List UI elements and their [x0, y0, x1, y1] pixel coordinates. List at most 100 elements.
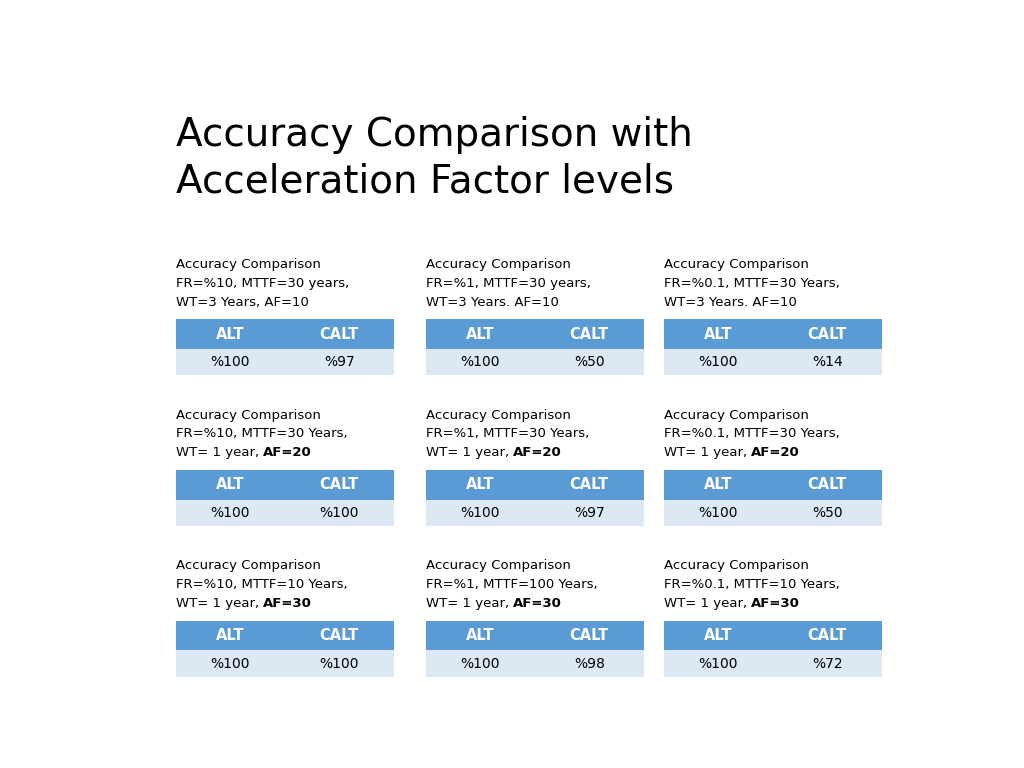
Text: Accuracy Comparison with
Acceleration Factor levels: Accuracy Comparison with Acceleration Fa… — [176, 116, 692, 200]
Text: Accuracy Comparison: Accuracy Comparison — [664, 258, 809, 271]
Text: CALT: CALT — [808, 326, 847, 342]
Text: %97: %97 — [324, 355, 354, 369]
Text: Accuracy Comparison: Accuracy Comparison — [176, 258, 321, 271]
Bar — [773, 470, 882, 500]
Bar — [426, 319, 535, 349]
Text: ALT: ALT — [703, 628, 732, 643]
Bar — [535, 650, 644, 677]
Text: CALT: CALT — [569, 478, 609, 492]
Text: %100: %100 — [461, 657, 500, 670]
Bar — [285, 500, 394, 526]
Text: ALT: ALT — [466, 478, 495, 492]
Text: FR=%0.1, MTTF=30 Years,: FR=%0.1, MTTF=30 Years, — [664, 428, 840, 441]
Text: %100: %100 — [319, 657, 359, 670]
Text: WT= 1 year,: WT= 1 year, — [664, 446, 751, 459]
Text: WT= 1 year,: WT= 1 year, — [426, 598, 513, 611]
Text: %97: %97 — [573, 506, 604, 520]
Bar — [176, 319, 285, 349]
Bar — [285, 650, 394, 677]
Text: FR=%0.1, MTTF=30 Years,: FR=%0.1, MTTF=30 Years, — [664, 276, 840, 290]
Bar — [664, 650, 773, 677]
Text: %100: %100 — [210, 506, 250, 520]
Text: FR=%10, MTTF=30 years,: FR=%10, MTTF=30 years, — [176, 276, 349, 290]
Text: %50: %50 — [812, 506, 843, 520]
Bar — [773, 650, 882, 677]
Text: AF=30: AF=30 — [513, 598, 562, 611]
Text: %98: %98 — [573, 657, 605, 670]
Bar — [285, 470, 394, 500]
Bar — [176, 349, 285, 376]
Text: FR=%10, MTTF=10 Years,: FR=%10, MTTF=10 Years, — [176, 578, 347, 591]
Text: Accuracy Comparison: Accuracy Comparison — [664, 559, 809, 572]
Text: WT= 1 year,: WT= 1 year, — [664, 598, 751, 611]
Bar — [426, 621, 535, 650]
Text: CALT: CALT — [808, 628, 847, 643]
Text: ALT: ALT — [466, 326, 495, 342]
Bar — [664, 319, 773, 349]
Bar — [664, 500, 773, 526]
Text: %72: %72 — [812, 657, 843, 670]
Text: AF=30: AF=30 — [751, 598, 800, 611]
Text: FR=%0.1, MTTF=10 Years,: FR=%0.1, MTTF=10 Years, — [664, 578, 840, 591]
Bar — [426, 349, 535, 376]
Text: ALT: ALT — [216, 628, 245, 643]
Text: Accuracy Comparison: Accuracy Comparison — [664, 409, 809, 422]
Bar — [285, 319, 394, 349]
Text: ALT: ALT — [216, 326, 245, 342]
Bar — [664, 349, 773, 376]
Text: CALT: CALT — [569, 326, 609, 342]
Text: AF=20: AF=20 — [513, 446, 562, 459]
Bar — [535, 621, 644, 650]
Text: Accuracy Comparison: Accuracy Comparison — [426, 409, 570, 422]
Text: CALT: CALT — [808, 478, 847, 492]
Text: WT=3 Years. AF=10: WT=3 Years. AF=10 — [664, 296, 797, 309]
Text: AF=20: AF=20 — [263, 446, 311, 459]
Text: WT=3 Years. AF=10: WT=3 Years. AF=10 — [426, 296, 558, 309]
Bar — [664, 621, 773, 650]
Text: ALT: ALT — [216, 478, 245, 492]
Bar — [773, 319, 882, 349]
Text: %100: %100 — [210, 355, 250, 369]
Text: Accuracy Comparison: Accuracy Comparison — [426, 258, 570, 271]
Text: WT= 1 year,: WT= 1 year, — [176, 446, 263, 459]
Bar — [426, 650, 535, 677]
Text: CALT: CALT — [319, 326, 359, 342]
Bar — [773, 349, 882, 376]
Bar — [176, 470, 285, 500]
Text: WT= 1 year,: WT= 1 year, — [176, 598, 263, 611]
Text: %100: %100 — [461, 355, 500, 369]
Bar — [664, 470, 773, 500]
Text: CALT: CALT — [319, 628, 359, 643]
Text: ALT: ALT — [703, 326, 732, 342]
Bar — [535, 349, 644, 376]
Text: FR=%1, MTTF=100 Years,: FR=%1, MTTF=100 Years, — [426, 578, 597, 591]
Bar — [176, 650, 285, 677]
Text: CALT: CALT — [569, 628, 609, 643]
Text: %100: %100 — [319, 506, 359, 520]
Bar — [773, 621, 882, 650]
Bar — [176, 500, 285, 526]
Text: FR=%10, MTTF=30 Years,: FR=%10, MTTF=30 Years, — [176, 428, 347, 441]
Text: %100: %100 — [698, 506, 738, 520]
Text: %100: %100 — [210, 657, 250, 670]
Text: %100: %100 — [698, 355, 738, 369]
Text: ALT: ALT — [703, 478, 732, 492]
Text: WT=3 Years, AF=10: WT=3 Years, AF=10 — [176, 296, 308, 309]
Text: Accuracy Comparison: Accuracy Comparison — [426, 559, 570, 572]
Text: AF=20: AF=20 — [751, 446, 800, 459]
Text: %100: %100 — [461, 506, 500, 520]
Text: FR=%1, MTTF=30 Years,: FR=%1, MTTF=30 Years, — [426, 428, 589, 441]
Bar — [176, 621, 285, 650]
Bar — [773, 500, 882, 526]
Bar — [535, 319, 644, 349]
Bar — [426, 500, 535, 526]
Text: WT= 1 year,: WT= 1 year, — [426, 446, 513, 459]
Text: Accuracy Comparison: Accuracy Comparison — [176, 409, 321, 422]
Text: FR=%1, MTTF=30 years,: FR=%1, MTTF=30 years, — [426, 276, 591, 290]
Text: AF=30: AF=30 — [263, 598, 312, 611]
Text: %50: %50 — [574, 355, 604, 369]
Bar — [285, 621, 394, 650]
Bar — [285, 349, 394, 376]
Bar — [535, 470, 644, 500]
Bar — [426, 470, 535, 500]
